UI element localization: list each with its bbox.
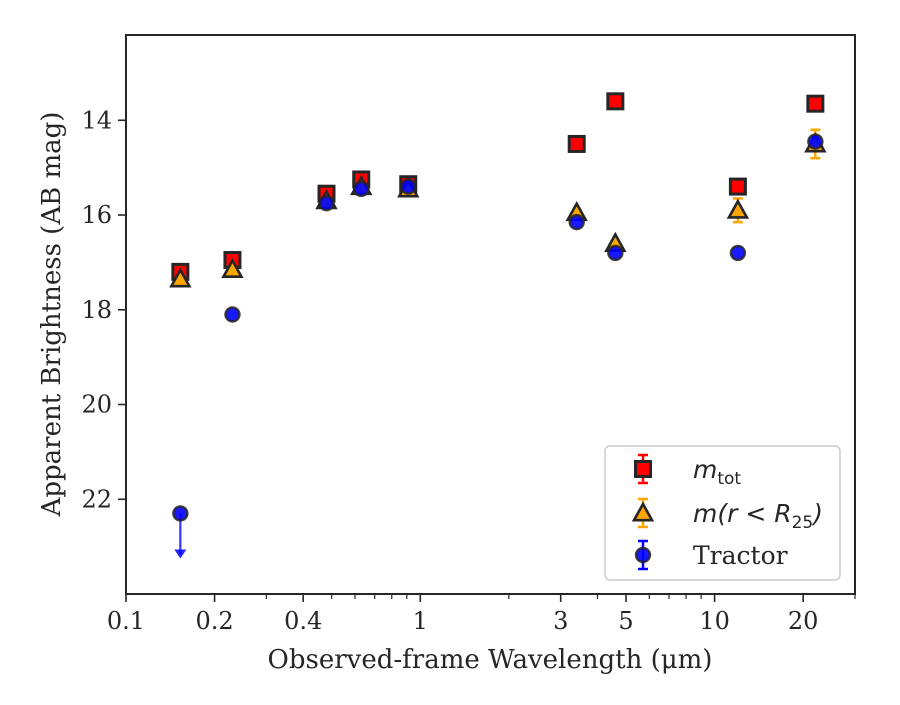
y-tick-label: 22 bbox=[81, 485, 112, 513]
upper-limit-arrowhead bbox=[174, 549, 187, 559]
tractor-point bbox=[172, 505, 189, 522]
mtot-point bbox=[728, 177, 747, 196]
mtot-point bbox=[806, 94, 825, 113]
tractor-point bbox=[400, 178, 417, 195]
x-tick-label: 20 bbox=[788, 607, 819, 635]
x-axis-ticks: 0.1 0.2 0.4 1 3 5 10 20 bbox=[107, 594, 856, 635]
x-tick-label: 0.1 bbox=[107, 607, 145, 635]
mr25-point bbox=[169, 267, 192, 288]
mr25-point bbox=[221, 257, 244, 278]
x-tick-label: 0.2 bbox=[196, 607, 234, 635]
tractor-point bbox=[807, 133, 824, 150]
tractor-point bbox=[224, 306, 241, 323]
legend: mtot m(r < R25) Tractor bbox=[604, 445, 841, 581]
x-tick-label: 3 bbox=[553, 607, 568, 635]
x-tick-label: 5 bbox=[618, 607, 633, 635]
legend-entry-mtot: mtot bbox=[693, 455, 741, 489]
x-tick-label: 1 bbox=[413, 607, 428, 635]
x-axis-label: Observed-frame Wavelength (μm) bbox=[268, 645, 713, 675]
mr25-point bbox=[726, 198, 750, 219]
y-axis-ticks: 14 16 18 20 22 bbox=[81, 106, 126, 513]
mtot-point bbox=[567, 134, 586, 153]
tractor-point bbox=[568, 213, 585, 231]
legend-box bbox=[604, 445, 841, 581]
y-tick-label: 16 bbox=[81, 201, 112, 229]
tractor-point bbox=[318, 194, 335, 212]
legend-marker bbox=[634, 546, 652, 564]
legend-entry-mr25: m(r < R25) bbox=[693, 499, 823, 533]
legend-marker bbox=[631, 501, 655, 522]
x-tick-label: 0.4 bbox=[284, 607, 322, 635]
legend-marker bbox=[634, 460, 652, 478]
mtot-point bbox=[606, 92, 625, 111]
tractor-point bbox=[607, 244, 624, 262]
y-axis-label: Apparent Brightness (AB mag) bbox=[37, 112, 67, 518]
tractor-point bbox=[353, 180, 370, 198]
y-tick-label: 14 bbox=[81, 106, 112, 134]
legend-entry-tractor: Tractor bbox=[693, 541, 788, 570]
y-tick-label: 20 bbox=[81, 391, 112, 419]
y-tick-label: 18 bbox=[81, 296, 112, 324]
data-marks bbox=[169, 92, 827, 559]
x-tick-label: 10 bbox=[699, 607, 730, 635]
tractor-point bbox=[729, 244, 747, 262]
